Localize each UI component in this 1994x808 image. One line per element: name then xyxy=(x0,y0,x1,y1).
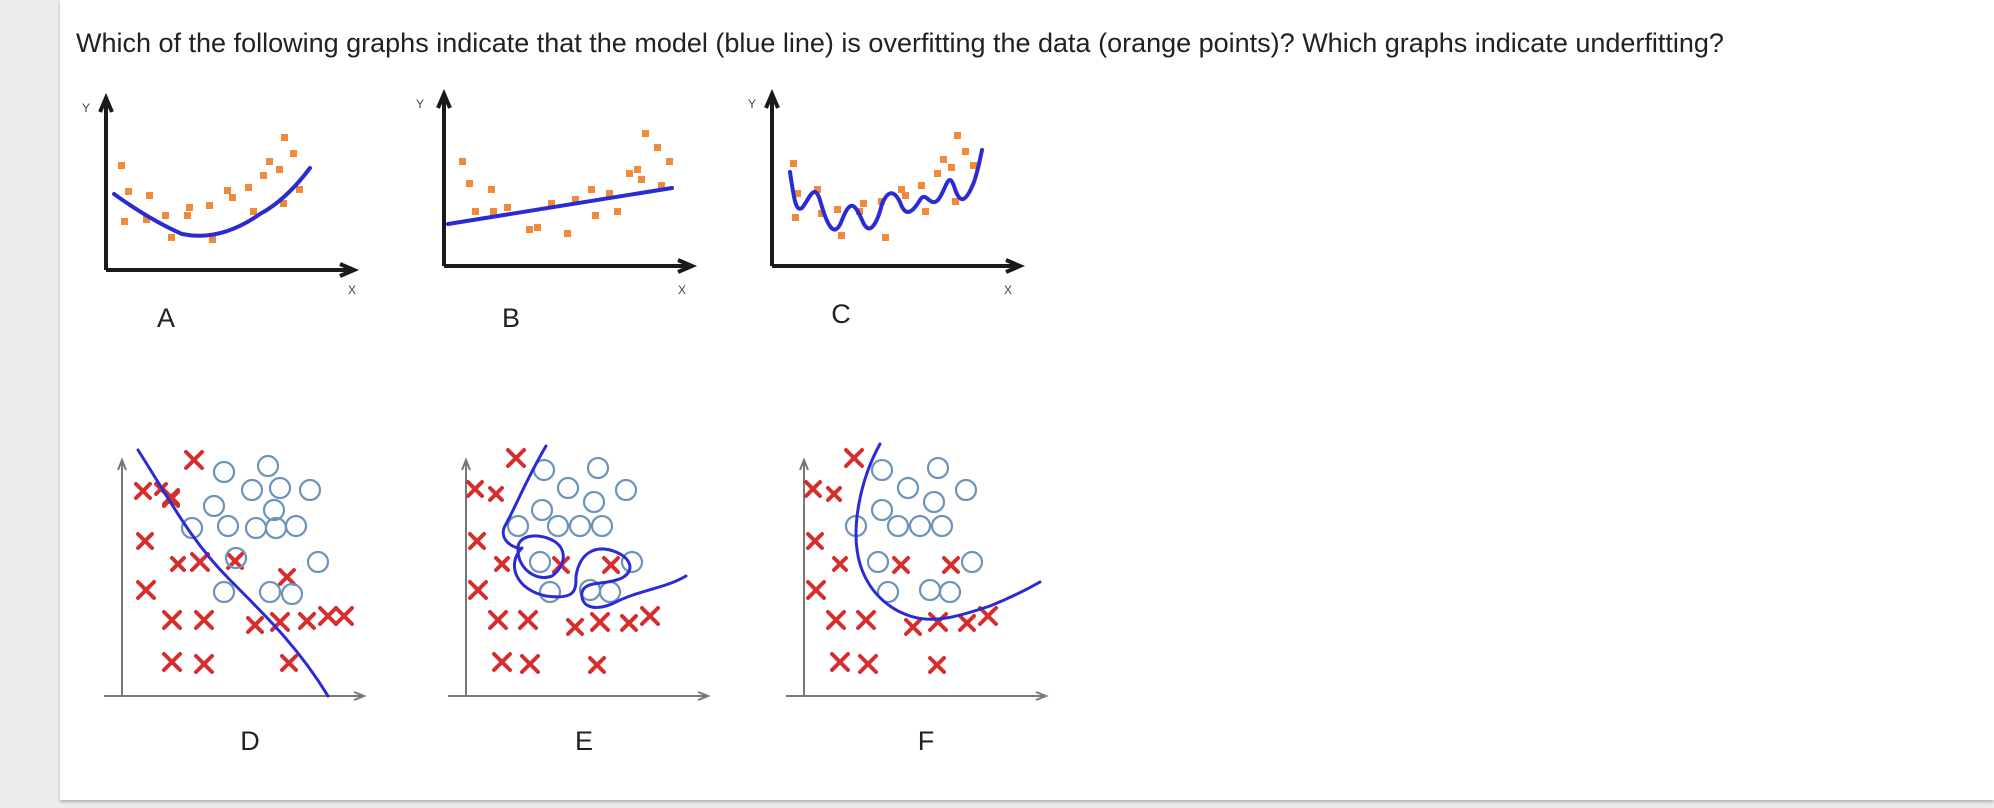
graph-e-x-axis xyxy=(448,691,711,701)
graph-b-points xyxy=(459,130,673,237)
graph-a-plot: Y X xyxy=(82,92,360,297)
graph-c-model-line xyxy=(788,148,984,232)
graph-a-label: A xyxy=(156,303,175,333)
graph-f-label: F xyxy=(917,726,935,756)
graph-c-label: C xyxy=(831,299,851,329)
graph-f-model-line xyxy=(854,442,1042,621)
graph-d-o-marks xyxy=(180,454,330,606)
graph-e: E xyxy=(446,440,766,756)
graph-d-x-axis xyxy=(104,691,367,701)
graph-b-y-axis xyxy=(436,88,452,266)
graph-d-x-marks xyxy=(134,450,354,674)
graph-f-x-marks xyxy=(804,448,998,674)
graph-c-y-axis xyxy=(764,88,780,266)
graph-d-label: D xyxy=(240,726,260,756)
graph-e-o-marks xyxy=(506,456,644,604)
graph-c-x-label: X xyxy=(1004,283,1012,297)
graph-a-x-axis xyxy=(106,262,360,278)
question-card: Which of the following graphs indicate t… xyxy=(60,0,1994,800)
graph-c-plot: Y X xyxy=(748,88,1026,297)
graph-b-x-axis xyxy=(444,258,698,274)
graph-a-model-line xyxy=(112,166,312,238)
graph-f-x-axis xyxy=(786,691,1049,701)
graph-b-plot: Y X xyxy=(416,88,698,297)
graph-e-x-marks xyxy=(466,448,660,674)
graph-c-x-axis xyxy=(772,258,1026,274)
graph-f-o-marks xyxy=(844,456,984,604)
graph-a: Y X A xyxy=(80,90,380,333)
graph-e-y-axis xyxy=(461,457,471,696)
graph-a-points xyxy=(118,134,303,243)
graph-b-model-line xyxy=(446,186,674,226)
graph-a-x-label: X xyxy=(348,283,356,297)
graph-e-plot xyxy=(448,444,711,701)
graph-b-label: B xyxy=(501,303,520,333)
graph-e-label: E xyxy=(574,726,593,756)
graph-d: D xyxy=(100,440,400,756)
graph-f: F xyxy=(786,440,1110,756)
question-text: Which of the following graphs indicate t… xyxy=(76,28,1724,58)
graph-c-y-label: Y xyxy=(748,97,756,111)
graph-b-y-label: Y xyxy=(416,97,424,111)
graph-d-model-line xyxy=(136,448,330,698)
graph-b: Y X B xyxy=(416,88,720,333)
graph-a-y-axis xyxy=(98,92,114,270)
graph-d-y-axis xyxy=(117,457,127,696)
graph-e-model-loop xyxy=(516,534,565,579)
graph-f-plot xyxy=(786,442,1049,701)
graph-e-model-line xyxy=(501,444,688,609)
graph-f-y-axis xyxy=(799,457,809,696)
graph-b-x-label: X xyxy=(678,283,686,297)
graph-d-plot xyxy=(104,448,367,701)
graph-c-points xyxy=(790,132,977,241)
graph-c: Y X C xyxy=(748,88,1054,329)
graph-a-y-label: Y xyxy=(82,101,90,115)
